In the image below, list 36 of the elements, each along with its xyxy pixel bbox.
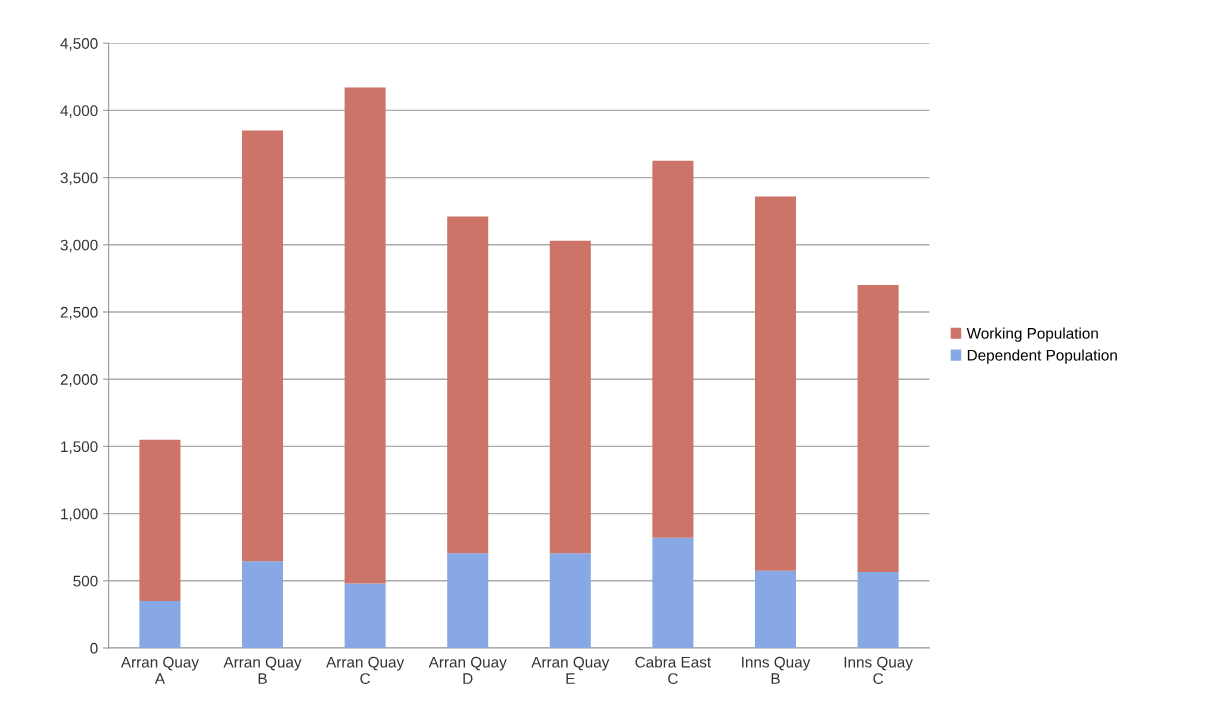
bar xyxy=(549,553,591,648)
x-tick-label: Arran Quay E xyxy=(531,656,610,684)
x-tick-label: Arran Quay C xyxy=(326,656,405,685)
y-tick-label: 4,500 xyxy=(60,38,98,51)
legend-label: Dependent Population xyxy=(967,349,1117,364)
bar xyxy=(344,87,386,584)
bar xyxy=(754,196,797,571)
bar xyxy=(549,240,591,554)
y-tick-label: 4,000 xyxy=(60,105,98,118)
bar xyxy=(447,553,489,648)
legend-label: Working Population xyxy=(966,327,1098,342)
x-tick-label: Inns Quay C xyxy=(844,656,913,685)
y-tick-label: 500 xyxy=(73,575,98,587)
y-tick-label: 2,000 xyxy=(60,374,98,387)
y-tick-label: 0 xyxy=(90,642,98,654)
bar xyxy=(242,130,284,562)
bar xyxy=(139,600,181,648)
bar xyxy=(857,572,899,648)
x-tick-label: Arran Quay D xyxy=(428,656,507,684)
bar xyxy=(344,583,386,648)
bar xyxy=(447,216,489,554)
bar xyxy=(652,537,694,648)
bar xyxy=(242,561,284,648)
x-tick-label: Arran Quay A xyxy=(120,656,199,684)
bar xyxy=(139,439,181,601)
x-tick-label: Inns Quay B xyxy=(742,656,811,684)
x-tick-label: Arran Quay B xyxy=(223,656,302,684)
y-tick-label: 2,500 xyxy=(60,306,98,320)
y-tick-label: 1,000 xyxy=(61,508,98,522)
bar xyxy=(652,160,694,538)
x-tick-label: Cabra East C xyxy=(635,656,712,685)
y-tick-label: 3,000 xyxy=(60,239,98,253)
y-tick-label: 3,500 xyxy=(60,172,98,186)
bar xyxy=(857,285,899,573)
bar xyxy=(754,570,797,648)
y-tick-label: 1,500 xyxy=(61,441,98,454)
